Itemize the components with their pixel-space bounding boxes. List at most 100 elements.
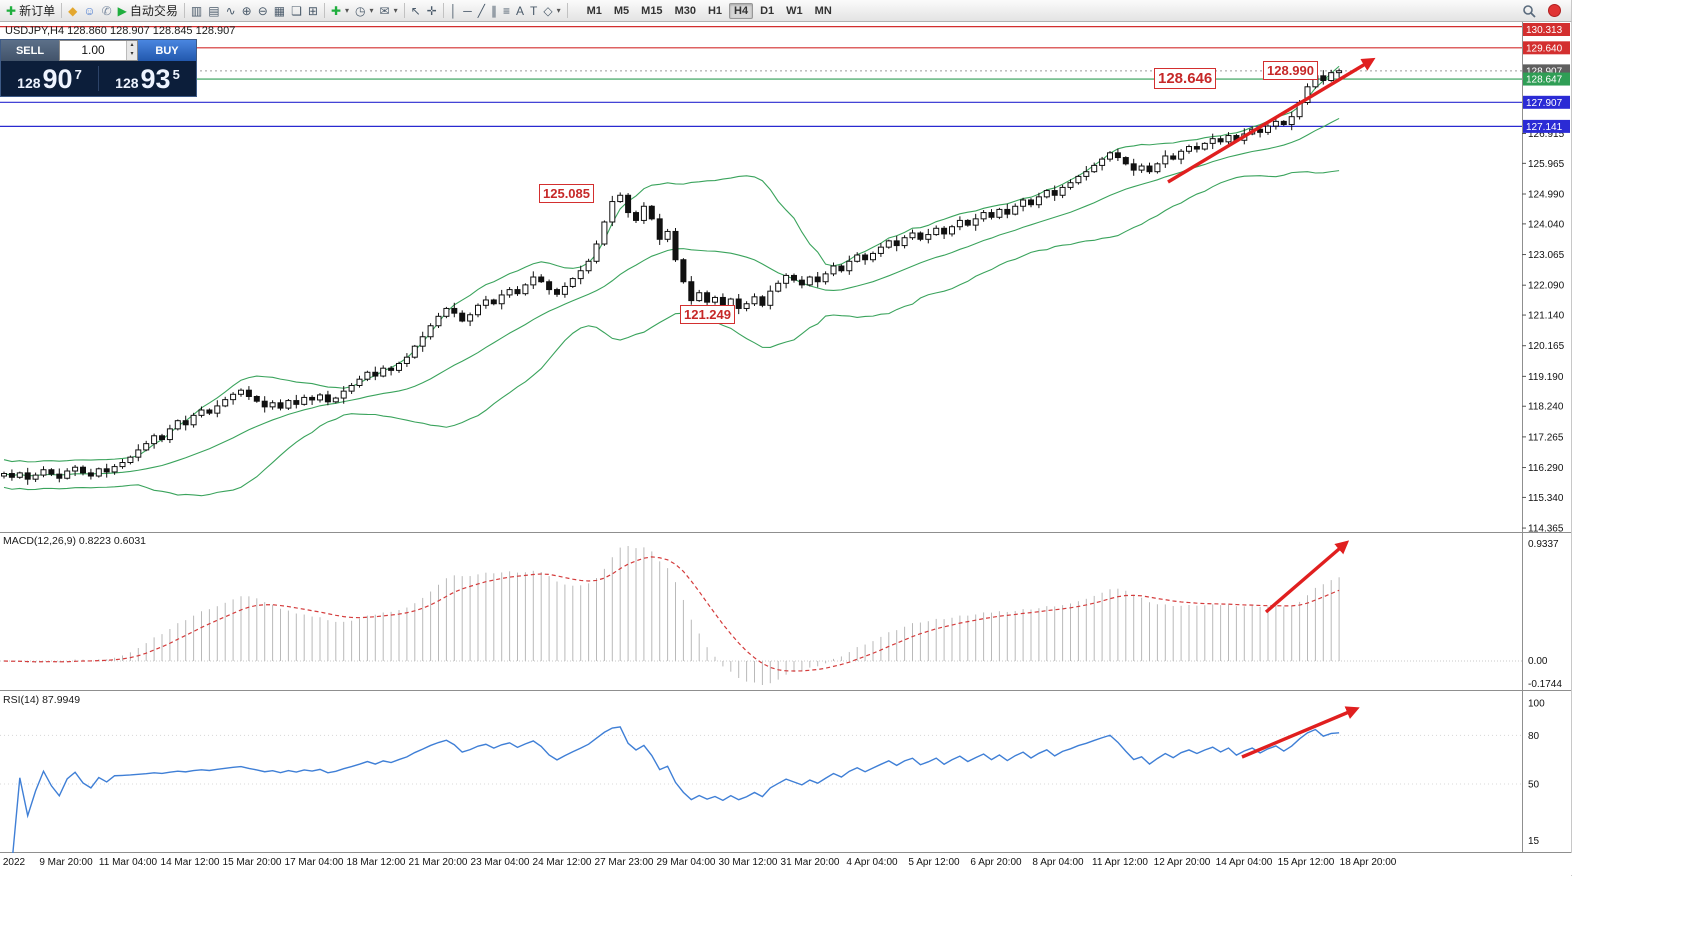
macd-pane xyxy=(0,546,1522,685)
tile-windows-icon[interactable]: ❏ xyxy=(288,2,305,20)
ask-whole: 128 xyxy=(115,74,139,91)
rsi-indicator-label: RSI(14) 87.9949 xyxy=(3,694,81,706)
timeframe-m1[interactable]: M1 xyxy=(586,4,602,17)
volume-input[interactable]: 1.00 ▴ ▾ xyxy=(59,40,138,61)
time-axis-label: 12 Apr 20:00 xyxy=(1153,857,1211,868)
time-axis-label: 23 Mar 04:00 xyxy=(470,857,530,868)
shapes-icon: ◇ xyxy=(543,3,553,18)
cursor-tool[interactable]: ↖ xyxy=(408,2,424,20)
svg-text:50: 50 xyxy=(1528,780,1540,791)
time-axis-label: 14 Mar 12:00 xyxy=(160,857,220,868)
svg-text:80: 80 xyxy=(1528,731,1540,742)
chart-frame xyxy=(0,0,1572,876)
timeframe-d1[interactable]: D1 xyxy=(760,4,775,17)
text-tool[interactable]: A xyxy=(513,2,527,20)
toolbar-separator xyxy=(403,3,405,18)
tile-windows-icon-icon: ❏ xyxy=(291,3,302,18)
candlestick-chart-icon[interactable]: ▤ xyxy=(205,2,222,20)
channel-tool[interactable]: ∥ xyxy=(488,2,500,20)
autotrading-button[interactable]: ▶ 自动交易 xyxy=(115,2,181,20)
svg-text:127.907: 127.907 xyxy=(1526,98,1563,109)
svg-text:122.090: 122.090 xyxy=(1528,281,1565,292)
trend-arrows[interactable] xyxy=(1167,57,1376,759)
profiles-icon[interactable]: ☺ xyxy=(80,2,98,20)
zoom-out-icon-icon: ⊖ xyxy=(257,3,268,18)
timeframe-h4[interactable]: H4 xyxy=(729,2,754,19)
svg-text:125.965: 125.965 xyxy=(1528,159,1565,170)
time-axis-label: 11 Apr 12:00 xyxy=(1092,857,1148,868)
timeframe-w1[interactable]: W1 xyxy=(786,4,803,17)
price-annotation[interactable]: 128.646 xyxy=(1154,68,1217,89)
caret-down-icon: ▾ xyxy=(556,6,561,15)
svg-text:0.00: 0.00 xyxy=(1528,656,1548,667)
layouts-icon[interactable]: ◆ xyxy=(65,2,80,20)
timeframe-h1[interactable]: H1 xyxy=(707,4,723,17)
autotrading-icon: ▶ xyxy=(117,3,127,18)
price-annotation[interactable]: 121.249 xyxy=(680,305,735,324)
shapes-button[interactable]: ◇ ▾ xyxy=(540,2,563,20)
svg-text:121.140: 121.140 xyxy=(1528,311,1565,322)
svg-text:115.340: 115.340 xyxy=(1528,493,1564,504)
time-axis-label: 27 Mar 23:00 xyxy=(594,857,654,868)
arrange-windows-icon[interactable]: ⊞ xyxy=(305,2,321,20)
macd-indicator-label: MACD(12,26,9) 0.8223 0.6031 xyxy=(3,535,147,547)
profiles-icon-icon: ☺ xyxy=(83,3,96,18)
time-axis-label: 8 Apr 04:00 xyxy=(1032,857,1084,868)
zoom-in-icon-icon: ⊕ xyxy=(241,3,252,18)
bid-price[interactable]: 128 90 7 xyxy=(1,64,98,94)
search-button[interactable] xyxy=(1519,2,1539,20)
ask-point: 5 xyxy=(172,66,180,82)
contacts-icon[interactable]: ✆ xyxy=(99,2,115,20)
time-axis-label: 18 Apr 20:00 xyxy=(1339,857,1397,868)
zoom-in-icon[interactable]: ⊕ xyxy=(239,2,255,20)
time-axis-label: 6 Apr 20:00 xyxy=(970,857,1022,868)
line-chart-icon[interactable]: ∿ xyxy=(223,2,239,20)
crosshair-tool[interactable]: ✛ xyxy=(424,2,440,20)
price-annotation[interactable]: 125.085 xyxy=(539,184,594,203)
horizontal-line-tool[interactable]: ─ xyxy=(460,2,475,20)
time-axis-label: 18 Mar 12:00 xyxy=(346,857,406,868)
bid-pips: 90 xyxy=(42,63,73,94)
price-annotation[interactable]: 128.990 xyxy=(1263,61,1318,80)
time-axis-label: 17 Mar 04:00 xyxy=(284,857,344,868)
grid-icon[interactable]: ▦ xyxy=(271,2,288,20)
trendline-tool[interactable]: ╱ xyxy=(475,2,488,20)
timeframe-m5[interactable]: M5 xyxy=(613,4,630,17)
price-scale[interactable]: 126.915 125.965 124.990 124.040 123.065 122.0… xyxy=(1522,23,1570,847)
timeframe-mn[interactable]: MN xyxy=(814,4,832,17)
notification-badge-icon[interactable] xyxy=(1548,4,1561,17)
vertical-line-tool[interactable]: │ xyxy=(447,2,461,20)
toolbar-separator xyxy=(442,3,444,18)
periods-button[interactable]: ◷ ▾ xyxy=(352,2,377,20)
new-order-button[interactable]: ✚ 新订单 xyxy=(3,2,58,20)
svg-text:129.640: 129.640 xyxy=(1526,43,1563,54)
label-tool[interactable]: T xyxy=(527,2,540,20)
layouts-icon-icon: ◆ xyxy=(68,3,78,18)
ask-price[interactable]: 128 93 5 xyxy=(99,64,196,94)
timeframe-m15[interactable]: M15 xyxy=(641,4,663,17)
bid-point: 7 xyxy=(74,66,82,82)
chart-title: USDJPY,H4 128.860 128.907 128.845 128.90… xyxy=(5,25,236,37)
zoom-out-icon[interactable]: ⊖ xyxy=(255,2,271,20)
timeframe-m30[interactable]: M30 xyxy=(674,4,696,17)
fibonacci-tool[interactable]: ≡ xyxy=(500,2,513,20)
indicators-button[interactable]: ✚ ▾ xyxy=(328,2,352,20)
toolbar-separator xyxy=(183,3,185,18)
new-order-icon: ✚ xyxy=(6,3,17,18)
sell-button[interactable]: SELL xyxy=(1,40,59,61)
vertical-line-icon: │ xyxy=(449,3,458,18)
toolbar-separator xyxy=(323,3,325,18)
grid-icon-icon: ▦ xyxy=(273,3,286,18)
templates-button[interactable]: ✉ ▾ xyxy=(377,2,401,20)
svg-text:126.915: 126.915 xyxy=(1528,129,1565,140)
volume-spinner[interactable]: ▴ ▾ xyxy=(126,41,137,60)
bar-chart-icon[interactable]: ▥ xyxy=(188,2,205,20)
bollinger-bands xyxy=(3,65,1340,497)
toolbar-separator xyxy=(61,3,63,18)
spinner-down-icon[interactable]: ▾ xyxy=(130,51,134,57)
spinner-up-icon[interactable]: ▴ xyxy=(130,42,134,48)
buy-button[interactable]: BUY xyxy=(138,40,196,61)
svg-text:15: 15 xyxy=(1528,836,1540,847)
